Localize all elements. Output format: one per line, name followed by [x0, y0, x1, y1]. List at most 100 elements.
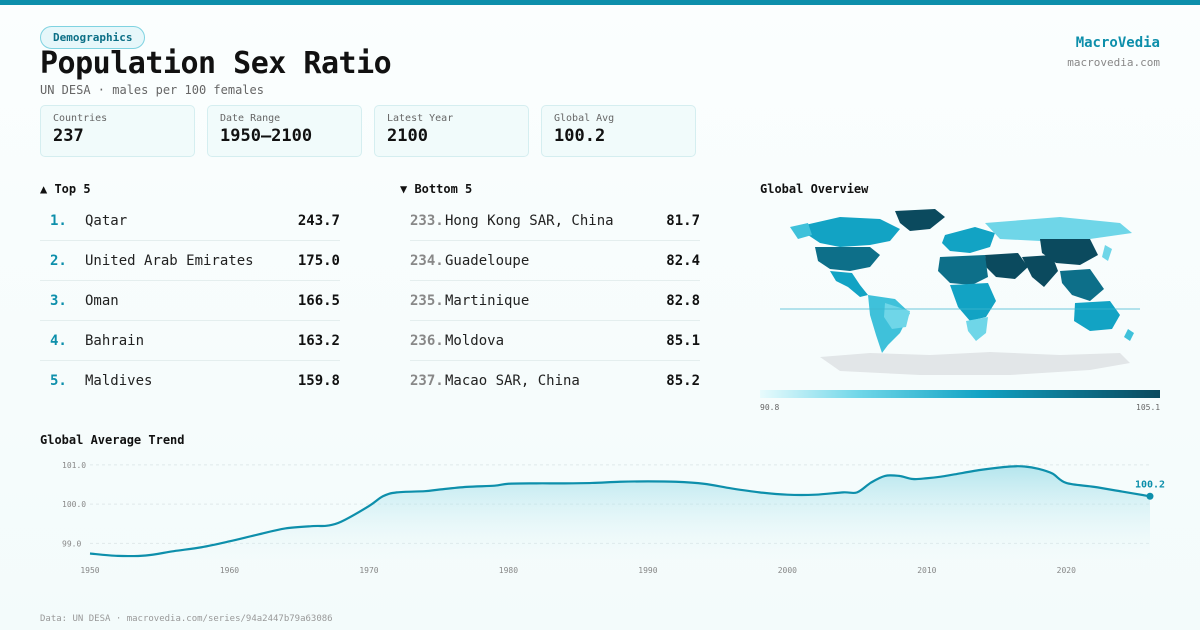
- x-tick-label: 1970: [359, 566, 378, 575]
- country-value: 81.7: [666, 212, 700, 229]
- world-map-svg[interactable]: [760, 205, 1160, 385]
- rank-number: 233.: [410, 212, 444, 229]
- category-badge[interactable]: Demographics: [40, 26, 146, 49]
- country-name: Guadeloupe: [445, 252, 530, 269]
- top5-heading: ▲ Top 5: [40, 182, 91, 196]
- region-brazil[interactable]: [884, 303, 910, 329]
- color-scale-bar: [760, 390, 1160, 398]
- trend-heading: Global Average Trend: [40, 433, 185, 447]
- stat-card-latest-year: Latest Year 2100: [374, 105, 529, 157]
- country-value: 166.5: [297, 292, 340, 309]
- stat-value: 2100: [387, 126, 428, 146]
- trend-end-point[interactable]: [1146, 492, 1154, 500]
- country-value: 82.4: [666, 252, 700, 269]
- page-title: Population Sex Ratio: [40, 46, 392, 81]
- rank-number: 5.: [50, 373, 67, 389]
- bottom5-heading: ▼ Bottom 5: [400, 182, 473, 196]
- footer-source: Data: UN DESA · macrovedia.com/series/94…: [40, 614, 333, 624]
- x-tick-label: 1980: [499, 566, 518, 575]
- trend-end-label: 100.2: [1135, 479, 1165, 490]
- brand-logo[interactable]: MacroVedia: [1075, 35, 1160, 51]
- x-tick-label: 1960: [220, 566, 239, 575]
- brand-url[interactable]: macrovedia.com: [1067, 56, 1160, 69]
- stat-card-date-range: Date Range 1950–2100: [207, 105, 362, 157]
- page-subtitle: UN DESA · males per 100 females: [40, 83, 264, 97]
- top-accent-bar: [0, 0, 1200, 5]
- region-middle-east[interactable]: [985, 253, 1028, 279]
- country-value: 159.8: [297, 373, 340, 389]
- world-choropleth-map[interactable]: [760, 205, 1160, 385]
- list-item[interactable]: 233. Hong Kong SAR, China 81.7: [410, 201, 700, 241]
- region-greenland[interactable]: [895, 209, 945, 231]
- country-name: Hong Kong SAR, China: [445, 212, 614, 229]
- country-value: 175.0: [297, 252, 340, 269]
- region-mexico-central-america[interactable]: [830, 271, 868, 297]
- trend-line[interactable]: [89, 465, 1151, 558]
- list-item[interactable]: 2. United Arab Emirates 175.0: [40, 241, 340, 281]
- x-tick-label: 1950: [80, 566, 99, 575]
- country-name: Maldives: [85, 373, 153, 389]
- trend-area-fill: [90, 466, 1150, 559]
- region-china[interactable]: [1040, 239, 1098, 265]
- region-southern-africa[interactable]: [966, 317, 988, 341]
- region-usa[interactable]: [815, 247, 880, 271]
- country-value: 82.8: [666, 292, 700, 309]
- stat-value: 100.2: [554, 126, 606, 146]
- scale-min-label: 90.8: [760, 403, 780, 412]
- x-tick-label: 1990: [638, 566, 657, 575]
- country-value: 243.7: [297, 212, 340, 229]
- stat-label: Latest Year: [387, 113, 454, 124]
- country-name: Macao SAR, China: [445, 373, 580, 389]
- region-new-zealand[interactable]: [1124, 329, 1134, 341]
- scale-max-label: 105.1: [1136, 403, 1161, 412]
- x-tick-label: 2010: [917, 566, 936, 575]
- top5-list: 1. Qatar 243.7 2. United Arab Emirates 1…: [40, 201, 340, 401]
- country-name: Moldova: [445, 332, 505, 349]
- region-russia[interactable]: [985, 217, 1132, 241]
- x-tick-label: 2000: [778, 566, 797, 575]
- rank-number: 235.: [410, 292, 444, 309]
- rank-number: 2.: [50, 252, 67, 269]
- country-value: 85.1: [666, 332, 700, 349]
- stat-value: 1950–2100: [220, 126, 313, 146]
- country-name: Bahrain: [85, 332, 145, 349]
- stat-label: Global Avg: [554, 113, 615, 124]
- country-name: Oman: [85, 292, 119, 309]
- rank-number: 234.: [410, 252, 444, 269]
- country-name: United Arab Emirates: [85, 252, 254, 269]
- region-australia[interactable]: [1074, 301, 1120, 331]
- list-item[interactable]: 1. Qatar 243.7: [40, 201, 340, 241]
- stat-card-countries: Countries 237: [40, 105, 195, 157]
- stat-label: Countries: [53, 113, 108, 124]
- region-central-africa[interactable]: [950, 283, 996, 321]
- region-south-asia[interactable]: [1022, 255, 1058, 287]
- region-japan[interactable]: [1102, 245, 1112, 261]
- map-heading: Global Overview: [760, 182, 869, 196]
- rank-number: 237.: [410, 373, 444, 389]
- region-alaska[interactable]: [790, 223, 812, 239]
- region-canada[interactable]: [805, 217, 900, 247]
- trend-chart-svg[interactable]: 99.0 100.0 101.0 1950 1960 1970 1980 1990 2000 20…: [40, 455, 1170, 580]
- stat-value: 237: [53, 126, 84, 146]
- list-item[interactable]: 235. Martinique 82.8: [410, 281, 700, 321]
- list-item[interactable]: 4. Bahrain 163.2: [40, 321, 340, 361]
- region-north-africa[interactable]: [938, 255, 988, 285]
- rank-number: 236.: [410, 332, 444, 349]
- rank-number: 3.: [50, 292, 67, 309]
- country-value: 163.2: [297, 332, 340, 349]
- x-tick-label: 2020: [1057, 566, 1076, 575]
- region-southeast-asia[interactable]: [1060, 269, 1104, 301]
- country-name: Qatar: [85, 212, 128, 229]
- list-item[interactable]: 3. Oman 166.5: [40, 281, 340, 321]
- trend-chart[interactable]: 99.0 100.0 101.0 1950 1960 1970 1980 1990 2000 20…: [40, 455, 1170, 580]
- stat-label: Date Range: [220, 113, 281, 124]
- region-europe[interactable]: [942, 227, 995, 253]
- region-antarctica[interactable]: [820, 352, 1130, 375]
- list-item[interactable]: 236. Moldova 85.1: [410, 321, 700, 361]
- y-tick-label: 101.0: [62, 461, 86, 470]
- y-tick-label: 100.0: [62, 500, 86, 509]
- list-item[interactable]: 234. Guadeloupe 82.4: [410, 241, 700, 281]
- list-item[interactable]: 5. Maldives 159.8: [40, 361, 340, 401]
- stat-card-global-avg: Global Avg 100.2: [541, 105, 696, 157]
- list-item[interactable]: 237. Macao SAR, China 85.2: [410, 361, 700, 401]
